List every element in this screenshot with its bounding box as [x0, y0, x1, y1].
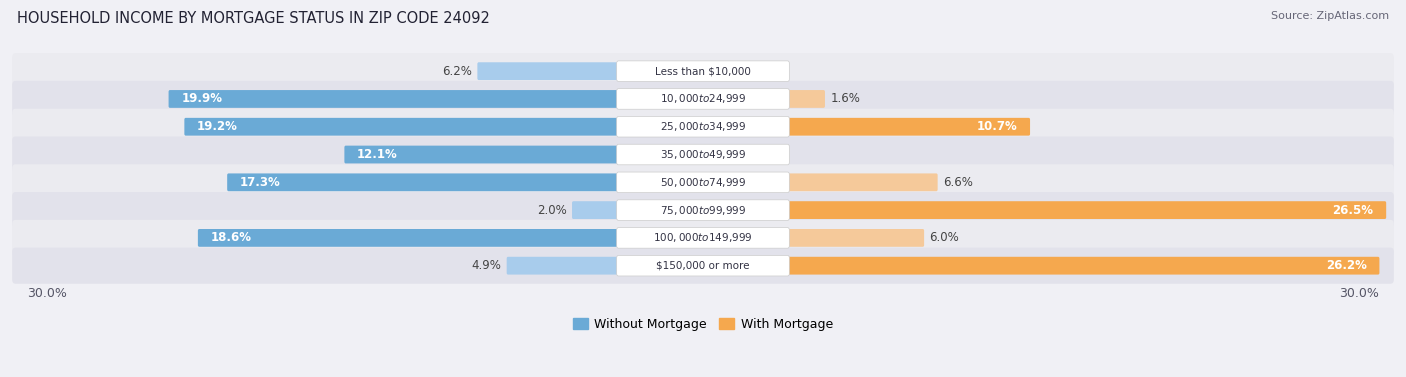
FancyBboxPatch shape: [13, 192, 1393, 228]
FancyBboxPatch shape: [13, 109, 1393, 145]
FancyBboxPatch shape: [184, 118, 620, 136]
FancyBboxPatch shape: [478, 62, 620, 80]
Text: $100,000 to $149,999: $100,000 to $149,999: [654, 231, 752, 244]
FancyBboxPatch shape: [617, 255, 789, 276]
Text: 6.6%: 6.6%: [943, 176, 973, 189]
Text: 19.9%: 19.9%: [181, 92, 222, 106]
Text: 6.2%: 6.2%: [441, 65, 472, 78]
FancyBboxPatch shape: [617, 172, 789, 193]
FancyBboxPatch shape: [617, 144, 789, 165]
FancyBboxPatch shape: [228, 173, 620, 191]
FancyBboxPatch shape: [13, 136, 1393, 173]
Text: $75,000 to $99,999: $75,000 to $99,999: [659, 204, 747, 217]
FancyBboxPatch shape: [13, 220, 1393, 256]
Text: Less than $10,000: Less than $10,000: [655, 66, 751, 76]
FancyBboxPatch shape: [506, 257, 620, 274]
FancyBboxPatch shape: [198, 229, 620, 247]
Text: 18.6%: 18.6%: [211, 231, 252, 244]
Text: 2.0%: 2.0%: [537, 204, 567, 217]
Text: HOUSEHOLD INCOME BY MORTGAGE STATUS IN ZIP CODE 24092: HOUSEHOLD INCOME BY MORTGAGE STATUS IN Z…: [17, 11, 489, 26]
Text: 4.9%: 4.9%: [471, 259, 502, 272]
FancyBboxPatch shape: [786, 173, 938, 191]
FancyBboxPatch shape: [344, 146, 620, 163]
FancyBboxPatch shape: [786, 90, 825, 108]
Text: 10.7%: 10.7%: [977, 120, 1018, 133]
Text: $25,000 to $34,999: $25,000 to $34,999: [659, 120, 747, 133]
FancyBboxPatch shape: [786, 201, 1386, 219]
FancyBboxPatch shape: [617, 116, 789, 137]
FancyBboxPatch shape: [13, 164, 1393, 201]
FancyBboxPatch shape: [13, 248, 1393, 284]
FancyBboxPatch shape: [786, 118, 1031, 136]
Text: 26.5%: 26.5%: [1333, 204, 1374, 217]
Text: $50,000 to $74,999: $50,000 to $74,999: [659, 176, 747, 189]
FancyBboxPatch shape: [786, 257, 1379, 274]
FancyBboxPatch shape: [617, 61, 789, 81]
FancyBboxPatch shape: [617, 200, 789, 221]
Legend: Without Mortgage, With Mortgage: Without Mortgage, With Mortgage: [568, 313, 838, 336]
Text: 6.0%: 6.0%: [929, 231, 959, 244]
FancyBboxPatch shape: [13, 53, 1393, 89]
FancyBboxPatch shape: [786, 229, 924, 247]
Text: $150,000 or more: $150,000 or more: [657, 261, 749, 271]
FancyBboxPatch shape: [617, 228, 789, 248]
Text: 17.3%: 17.3%: [240, 176, 281, 189]
Text: Source: ZipAtlas.com: Source: ZipAtlas.com: [1271, 11, 1389, 21]
Text: 26.2%: 26.2%: [1326, 259, 1367, 272]
FancyBboxPatch shape: [169, 90, 620, 108]
FancyBboxPatch shape: [572, 201, 620, 219]
Text: 19.2%: 19.2%: [197, 120, 238, 133]
FancyBboxPatch shape: [617, 89, 789, 109]
Text: 30.0%: 30.0%: [27, 287, 66, 300]
Text: 30.0%: 30.0%: [1340, 287, 1379, 300]
Text: $35,000 to $49,999: $35,000 to $49,999: [659, 148, 747, 161]
Text: 12.1%: 12.1%: [357, 148, 398, 161]
Text: $10,000 to $24,999: $10,000 to $24,999: [659, 92, 747, 106]
Text: 1.6%: 1.6%: [831, 92, 860, 106]
FancyBboxPatch shape: [13, 81, 1393, 117]
